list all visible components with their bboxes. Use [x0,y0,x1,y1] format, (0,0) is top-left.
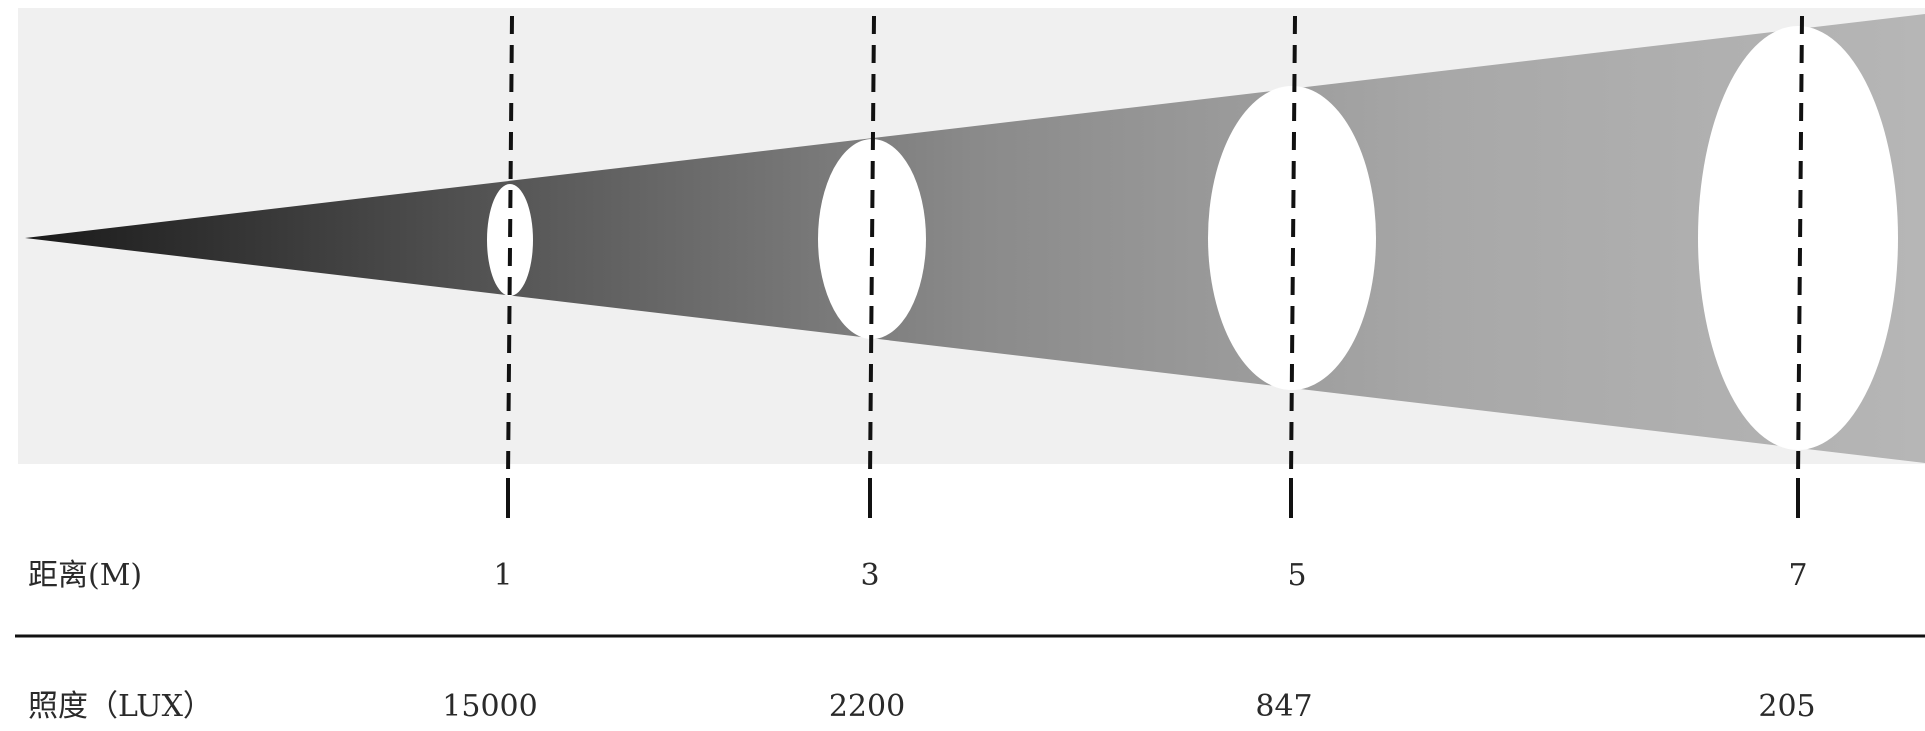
light-spot-7m [1698,26,1898,450]
marker-line-1m [506,15,514,479]
illuminance-row-label: 照度（LUX） [28,689,213,724]
distance-value-4: 7 [1788,558,1807,593]
light-spot-1m [487,184,533,296]
light-spot-3m [818,139,926,339]
marker-line-7m [1796,15,1804,479]
illuminance-value-1: 15000 [442,689,537,724]
distance-row-label: 距离(M) [28,558,142,593]
distance-value-3: 5 [1287,558,1306,593]
light-beam-cone [25,14,1925,463]
marker-line-5m [1289,15,1297,479]
distance-value-1: 1 [493,558,512,593]
marker-line-3m [868,15,876,479]
light-spot-5m [1208,86,1376,390]
illuminance-value-3: 847 [1255,689,1312,724]
illuminance-value-4: 205 [1758,689,1815,724]
illuminance-value-2: 2200 [829,689,905,724]
distance-value-2: 3 [860,558,879,593]
